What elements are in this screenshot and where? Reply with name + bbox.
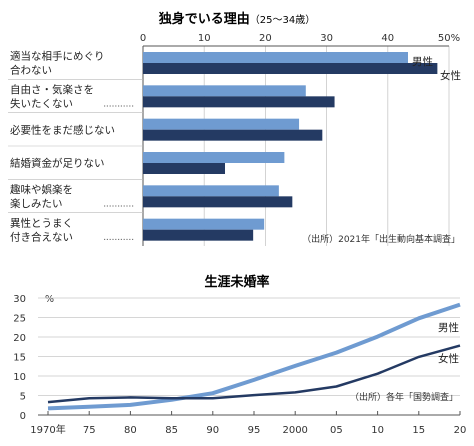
bar-male bbox=[143, 185, 279, 197]
line-label-female: 女性 bbox=[438, 352, 459, 365]
bar-x-tick-label: 50% bbox=[438, 33, 460, 44]
bar-female bbox=[143, 163, 226, 174]
bar-male bbox=[143, 52, 408, 63]
line-x-tick-label: 95 bbox=[248, 425, 261, 436]
line-x-tick-label: 1970年 bbox=[30, 423, 65, 436]
category-label: 付き合えない bbox=[10, 230, 73, 243]
line-chart-title: 生涯未婚率 bbox=[204, 274, 269, 290]
bar-male bbox=[143, 85, 306, 97]
line-x-tick-label: 05 bbox=[330, 425, 343, 436]
line-y-tick-label: 20 bbox=[13, 333, 26, 344]
line-x-tick-label: 2000 bbox=[282, 425, 307, 436]
bar-chart-title: 独身でいる理由（25～34歳） bbox=[159, 11, 315, 27]
bar-source: （出所）2021年「出生動向基本調査」 bbox=[302, 233, 460, 245]
line-x-tick-label: 90 bbox=[206, 425, 219, 436]
bar-female bbox=[143, 129, 323, 141]
bar-male bbox=[143, 218, 265, 230]
bar-female bbox=[143, 96, 335, 108]
bar-male bbox=[143, 118, 300, 130]
line-female bbox=[47, 344, 461, 404]
line-source: （出所）各年「国勢調査」 bbox=[350, 391, 458, 403]
line-y-tick-label: 25 bbox=[13, 314, 26, 325]
bar-x-tick-label: 20 bbox=[259, 33, 272, 44]
bar-x-tick-label: 10 bbox=[198, 33, 211, 44]
line-y-tick-label: 15 bbox=[13, 353, 26, 364]
bar-female bbox=[143, 229, 254, 241]
line-label-male: 男性 bbox=[438, 321, 459, 334]
category-label: 楽しみたい bbox=[10, 197, 63, 210]
category-label: 趣味や娯楽を bbox=[10, 183, 73, 196]
bar-female bbox=[143, 196, 293, 208]
legend-male: 男性 bbox=[412, 55, 433, 68]
line-y-tick-label: 5 bbox=[20, 392, 26, 403]
line-male bbox=[47, 302, 461, 411]
bar-x-tick-label: 40 bbox=[381, 33, 394, 44]
category-label: 適当な相手にめぐり bbox=[10, 50, 105, 63]
category-label: 自由さ・気楽さを bbox=[10, 83, 94, 96]
bar-female bbox=[143, 63, 438, 74]
line-x-tick-label: 10 bbox=[371, 425, 384, 436]
line-x-tick-label: 20 bbox=[454, 425, 467, 436]
legend-female: 女性 bbox=[440, 69, 461, 82]
line-x-tick-label: 75 bbox=[83, 425, 96, 436]
line-y-tick-label: 30 bbox=[13, 294, 26, 305]
bar-male bbox=[143, 152, 285, 163]
line-y-tick-label: 0 bbox=[20, 411, 26, 422]
category-label: 必要性をまだ感じない bbox=[10, 123, 115, 136]
line-y-tick-label: 10 bbox=[13, 372, 26, 383]
bar-x-tick-label: 30 bbox=[320, 33, 333, 44]
line-x-tick-label: 85 bbox=[165, 425, 178, 436]
category-label: 失いたくない bbox=[10, 97, 73, 110]
line-x-tick-label: 15 bbox=[412, 425, 425, 436]
bar-x-tick-label: 0 bbox=[140, 33, 146, 44]
line-x-tick-label: 80 bbox=[124, 425, 137, 436]
line-y-unit: % bbox=[45, 294, 54, 305]
category-label: 合わない bbox=[10, 64, 52, 77]
category-label: 結婚資金が足りない bbox=[10, 157, 105, 170]
category-label: 異性とうまく bbox=[10, 216, 73, 229]
